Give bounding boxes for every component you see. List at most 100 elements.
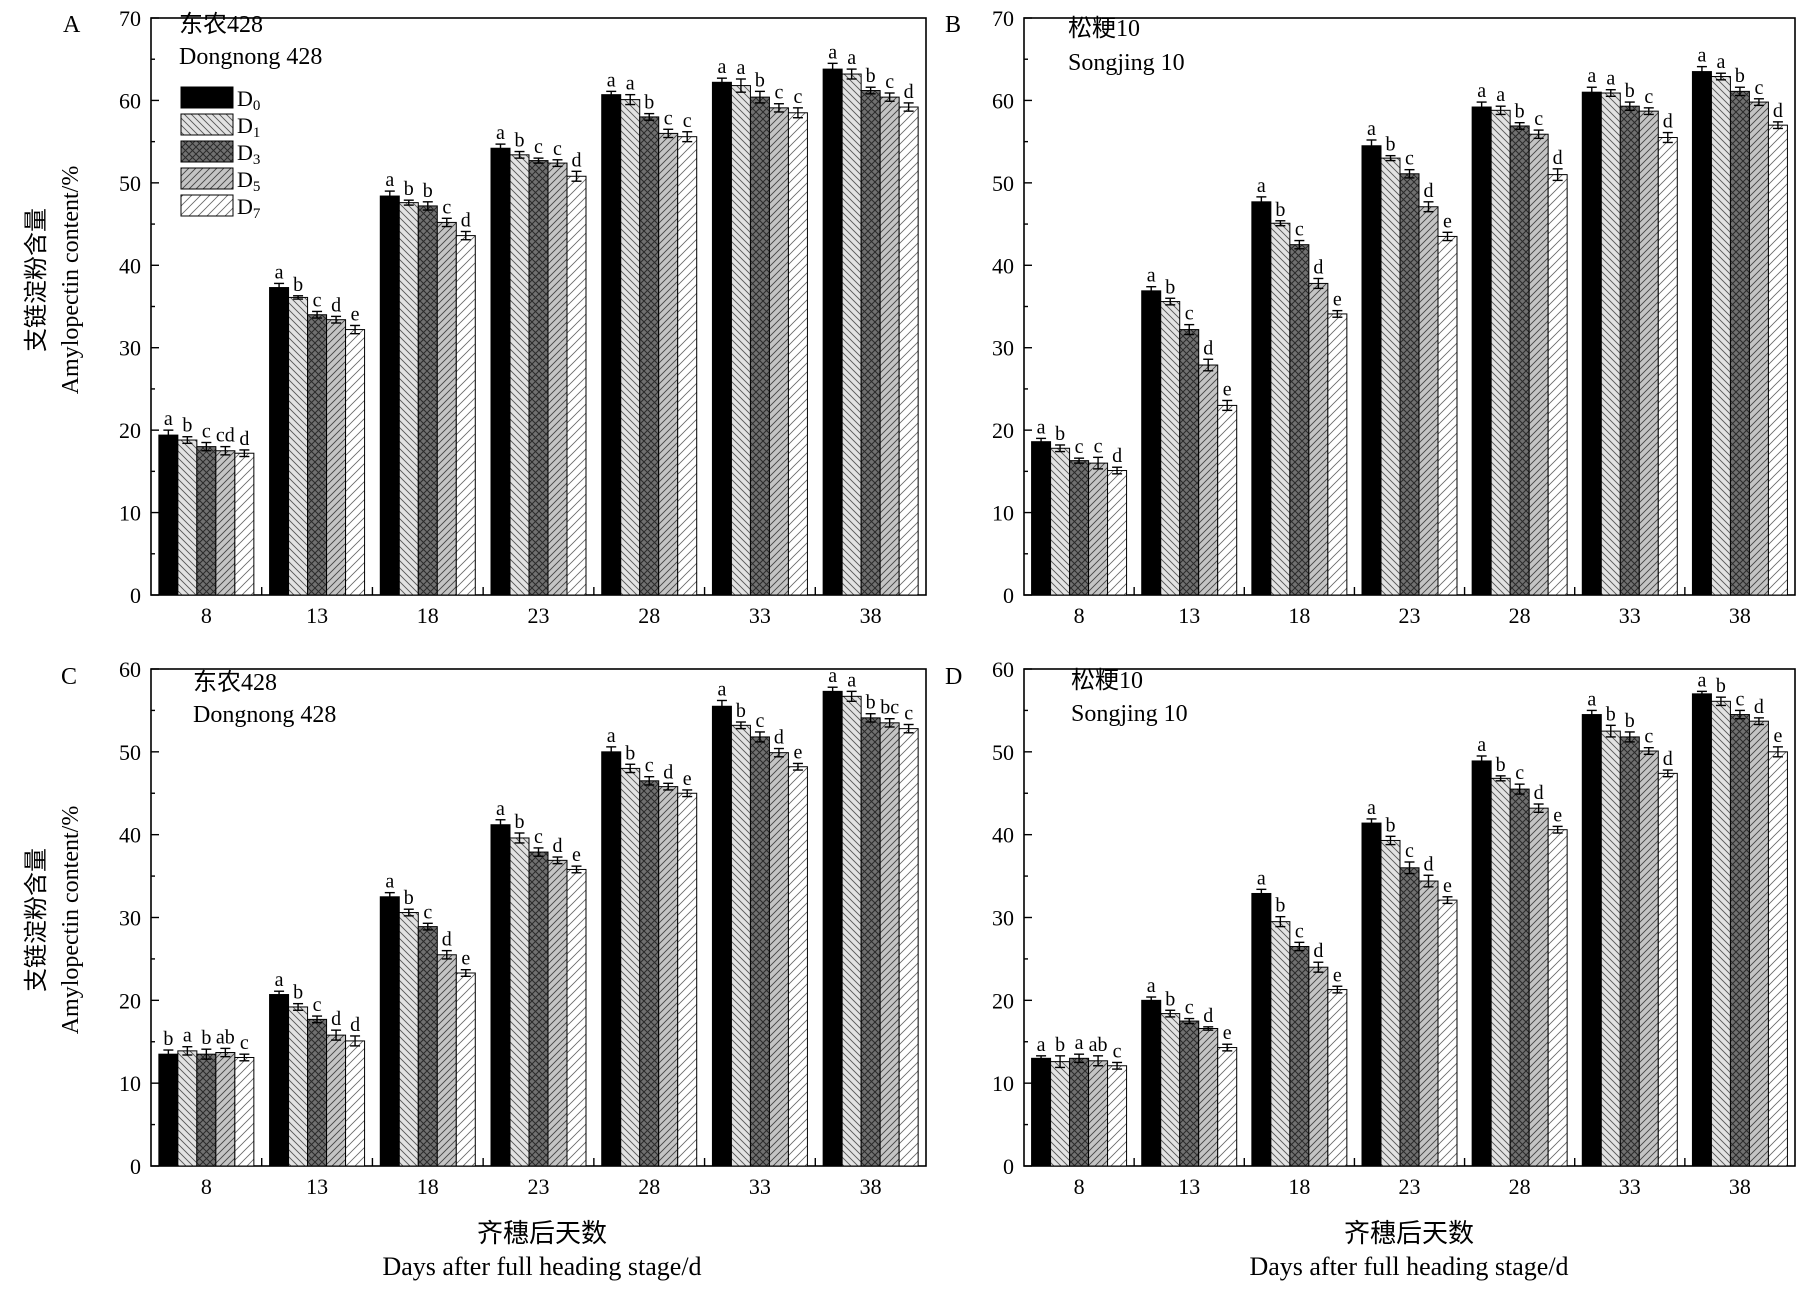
bar <box>1289 945 1310 1167</box>
significance-letter: d <box>1112 445 1122 467</box>
bar <box>787 112 808 596</box>
significance-letter: ab <box>1089 1034 1108 1056</box>
significance-letter: d <box>239 428 249 450</box>
significance-letter: a <box>1697 45 1706 67</box>
significance-letter: a <box>1606 68 1615 90</box>
x-tick-label: 13 <box>1178 603 1200 628</box>
bar <box>658 786 679 1167</box>
bar <box>787 766 808 1167</box>
x-tick-label: 13 <box>1178 1174 1200 1199</box>
bar <box>1581 91 1602 596</box>
bar <box>1308 282 1329 596</box>
significance-letter: a <box>828 41 837 63</box>
x-tick-label: 8 <box>201 1174 212 1199</box>
bar <box>1691 71 1712 596</box>
significance-letter: c <box>534 136 543 158</box>
bar <box>1691 693 1712 1167</box>
bar <box>620 99 641 596</box>
x-tick-label: 38 <box>1729 603 1751 628</box>
significance-letter: cd <box>216 425 235 447</box>
bar <box>879 96 900 596</box>
y-tick-label: 40 <box>992 823 1014 848</box>
y-tick-label: 60 <box>119 88 141 113</box>
significance-letter: a <box>275 261 284 283</box>
bar <box>1490 109 1511 596</box>
significance-letter: b <box>1496 754 1506 776</box>
x-tick-label: 38 <box>1729 1174 1751 1199</box>
bar <box>1638 750 1659 1167</box>
significance-letter: a <box>1257 867 1266 889</box>
bar <box>1729 714 1750 1167</box>
bar <box>768 107 789 596</box>
y-tick-label: 60 <box>992 657 1014 682</box>
bar <box>768 752 789 1167</box>
x-tick-label: 18 <box>1288 1174 1310 1199</box>
significance-letter: c <box>904 702 913 724</box>
y-tick-label: 0 <box>130 583 141 608</box>
significance-letter: c <box>1405 840 1414 862</box>
significance-letter: c <box>1644 726 1653 748</box>
significance-letter: a <box>164 408 173 430</box>
significance-letter: b <box>1625 710 1635 732</box>
panel-d-title-en: Songjing 10 <box>1071 701 1188 727</box>
bar <box>234 452 255 596</box>
significance-letter: a <box>1037 1034 1046 1056</box>
bar <box>1547 174 1568 596</box>
significance-letter: c <box>1644 86 1653 108</box>
bar <box>398 202 419 596</box>
bar <box>307 1018 328 1167</box>
bar <box>509 154 530 596</box>
significance-letter: d <box>663 761 673 783</box>
bar <box>1528 807 1549 1167</box>
significance-letter: d <box>350 1014 360 1036</box>
significance-letter: e <box>793 741 802 763</box>
significance-letter: a <box>1477 80 1486 102</box>
significance-letter: a <box>1496 84 1505 106</box>
significance-letter: a <box>496 122 505 144</box>
bar <box>326 319 347 596</box>
bar <box>177 439 198 596</box>
bar <box>1069 1057 1090 1167</box>
significance-letter: d <box>1203 1005 1213 1027</box>
bar <box>1031 441 1052 596</box>
significance-letter: b <box>293 274 303 296</box>
panel-d-letter: D <box>945 664 962 690</box>
legend-label: D7 <box>237 194 261 222</box>
bar <box>1069 460 1090 596</box>
y-tick-label: 0 <box>1003 583 1014 608</box>
bar <box>749 736 770 1167</box>
bar <box>1251 892 1272 1167</box>
bar <box>1308 966 1329 1167</box>
bar <box>215 1052 236 1167</box>
x-tick-label: 33 <box>1619 603 1641 628</box>
significance-letter: e <box>1223 1022 1232 1044</box>
bar <box>345 329 366 596</box>
bar <box>822 690 843 1167</box>
x-tick-label: 13 <box>306 603 328 628</box>
y-tick-label: 20 <box>992 418 1014 443</box>
significance-letter: d <box>1663 111 1673 133</box>
bar <box>860 90 881 596</box>
bar <box>1160 1013 1181 1167</box>
x-tick-label: 33 <box>1619 1174 1641 1199</box>
significance-letter: a <box>1587 688 1596 710</box>
bar <box>1581 714 1602 1167</box>
significance-letter: e <box>1333 289 1342 311</box>
bar <box>490 147 511 596</box>
bar <box>566 868 587 1167</box>
legend-label: D5 <box>237 167 260 195</box>
significance-letter: b <box>1386 814 1396 836</box>
significance-letter: d <box>1313 256 1323 278</box>
significance-letter: e <box>1333 964 1342 986</box>
bar <box>547 162 568 596</box>
bar <box>658 132 679 596</box>
bar <box>1198 1027 1219 1167</box>
bar <box>566 175 587 596</box>
significance-letter: c <box>442 196 451 218</box>
bar <box>417 926 438 1167</box>
significance-letter: b <box>755 69 765 91</box>
significance-letter: b <box>201 1027 211 1049</box>
bar <box>1198 364 1219 596</box>
